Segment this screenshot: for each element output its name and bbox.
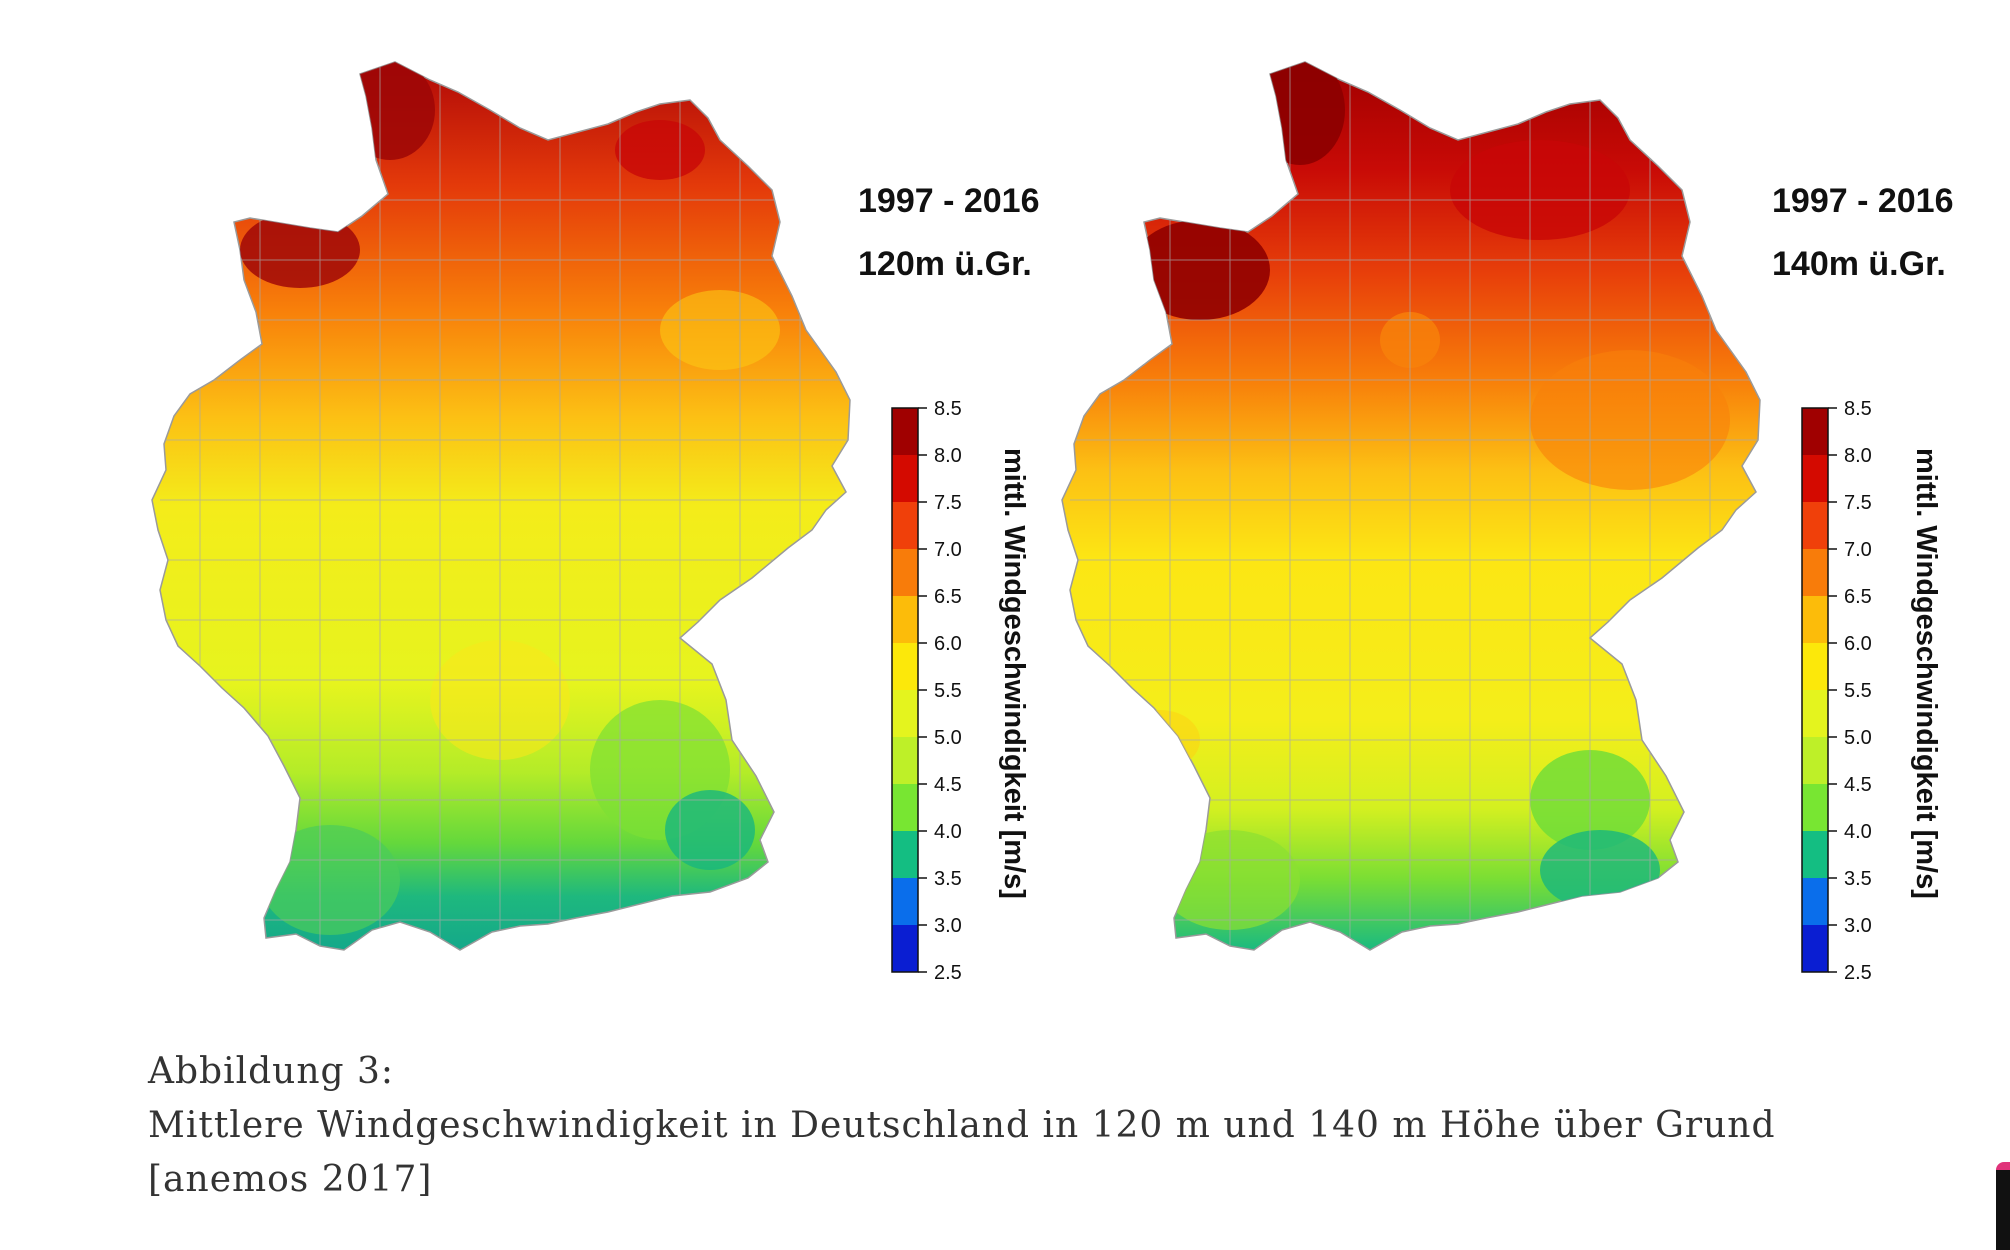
legend-color-band (892, 408, 918, 455)
legend-color-band (1802, 643, 1828, 690)
legend-tick-label: 3.5 (1844, 868, 1872, 890)
height-label: 140m ü.Gr. (1772, 245, 1946, 283)
legend-color-band (892, 690, 918, 737)
legend-color-band (1802, 408, 1828, 455)
legend-tick-label: 6.0 (1844, 633, 1872, 655)
corner-tab (1996, 1162, 2010, 1250)
legend-tick-label: 4.5 (934, 774, 962, 796)
legend-tick-label: 3.5 (934, 868, 962, 890)
legend-color-band (1802, 925, 1828, 972)
legend-color-band (892, 596, 918, 643)
legend-tick-label: 4.0 (1844, 821, 1872, 843)
legend-tick-label: 3.0 (934, 915, 962, 937)
legend-tick-label: 2.5 (934, 962, 962, 984)
legend-tick-label: 5.0 (1844, 727, 1872, 749)
legend-color-band (1802, 596, 1828, 643)
legend-tick-label: 5.0 (934, 727, 962, 749)
legend-tick-label: 4.0 (934, 821, 962, 843)
figure-caption: Abbildung 3: Mittlere Windgeschwindigkei… (148, 1045, 1776, 1207)
legend-color-band (892, 455, 918, 502)
legend-tick-label: 4.5 (1844, 774, 1872, 796)
legend-color-band (1802, 549, 1828, 596)
legend-tick-label: 3.0 (1844, 915, 1872, 937)
legend-tick-label: 8.5 (934, 400, 962, 420)
legend-color-band (1802, 831, 1828, 878)
legend-tick-label: 7.0 (934, 539, 962, 561)
caption-text: Mittlere Windgeschwindigkeit in Deutschl… (148, 1105, 1776, 1146)
legend-tick-label: 7.0 (1844, 539, 1872, 561)
legend-tick-label: 2.5 (1844, 962, 1872, 984)
germany-wind-map-140m (1061, 61, 1761, 951)
legend-color-band (1802, 690, 1828, 737)
legend-tick-label: 7.5 (1844, 492, 1872, 514)
legend-color-band (892, 737, 918, 784)
caption-figure-number: Abbildung 3: (148, 1051, 395, 1092)
legend-color-band (1802, 502, 1828, 549)
legend-color-band (892, 643, 918, 690)
legend-axis-label: mittl. Windgeschwindigkeit [m/s] (1910, 448, 1942, 899)
legend-color-band (1802, 737, 1828, 784)
legend-color-band (892, 784, 918, 831)
legend-color-band (892, 549, 918, 596)
legend-tick-label: 7.5 (934, 492, 962, 514)
legend-color-band (1802, 878, 1828, 925)
legend-color-band (1802, 784, 1828, 831)
legend-tick-label: 8.0 (934, 445, 962, 467)
legend-color-band (1802, 455, 1828, 502)
legend-tick-label: 6.0 (934, 633, 962, 655)
color-scale-legend: 8.5 8.0 7.5 7.0 6.5 6.0 5.5 5.0 4.5 4.0 3.5 3.0 2.5 (891, 400, 962, 984)
legend-color-band (892, 878, 918, 925)
period-label: 1997 - 2016 (858, 182, 1040, 220)
legend-tick-label: 6.5 (1844, 586, 1872, 608)
legend-tick-label: 8.5 (1844, 400, 1872, 420)
period-label: 1997 - 2016 (1772, 182, 1954, 220)
legend-tick-label: 6.5 (934, 586, 962, 608)
legend-tick-label: 8.0 (1844, 445, 1872, 467)
legend-tick-label: 5.5 (1844, 680, 1872, 702)
color-scale-legend: 8.5 8.0 7.5 7.0 6.5 6.0 5.5 5.0 4.5 4.0 3.5 3.0 2.5 (1801, 400, 1872, 984)
legend-color-band (892, 831, 918, 878)
height-label: 120m ü.Gr. (858, 245, 1032, 283)
legend-color-band (892, 925, 918, 972)
legend-tick-label: 5.5 (934, 680, 962, 702)
legend-color-band (892, 502, 918, 549)
germany-wind-map-120m (151, 61, 851, 951)
caption-source: [anemos 2017] (148, 1159, 433, 1200)
